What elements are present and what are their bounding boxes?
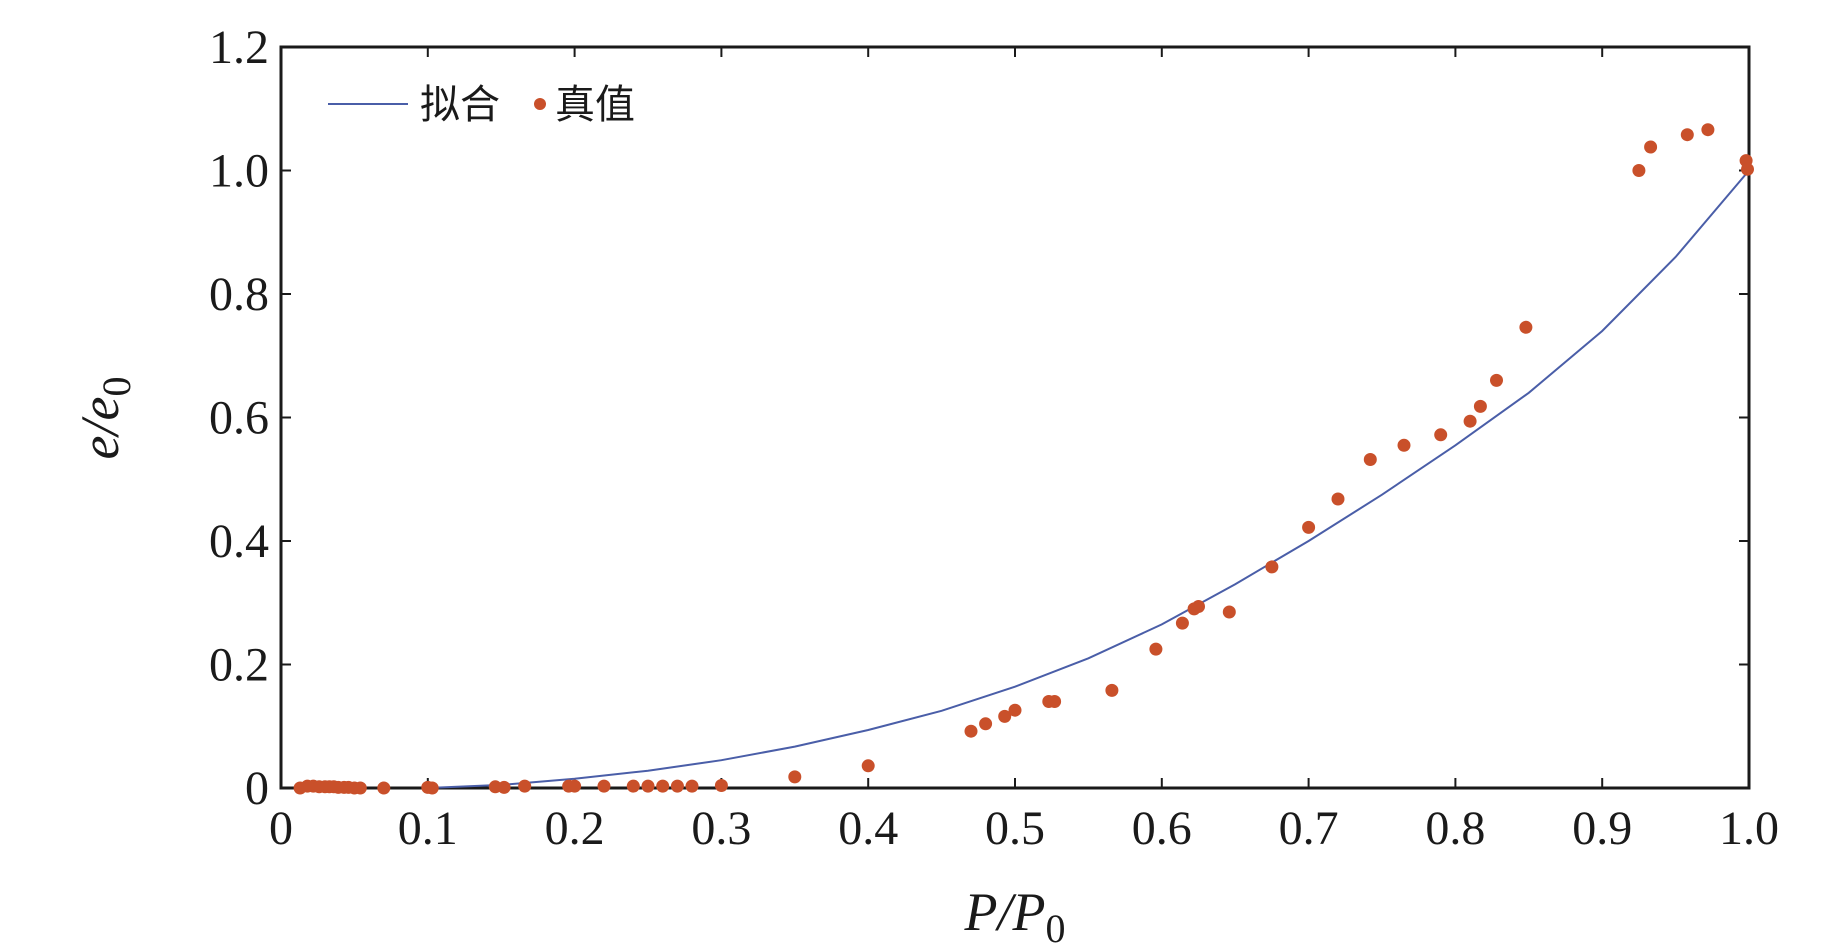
true-point xyxy=(1701,123,1715,137)
true-point xyxy=(1463,414,1477,428)
true-point xyxy=(597,779,611,793)
true-point xyxy=(353,781,367,795)
true-point xyxy=(656,779,670,793)
true-point xyxy=(714,779,728,792)
x-tick-label: 0.5 xyxy=(985,802,1045,855)
true-point xyxy=(1680,128,1694,142)
x-tick-label: 0.6 xyxy=(1132,802,1192,855)
fit-line xyxy=(427,169,1750,789)
y-axis-title-group: e/e0 xyxy=(70,377,139,460)
true-point xyxy=(1048,695,1062,708)
x-tick-label: 0.9 xyxy=(1572,802,1632,855)
x-tick-label: 0.4 xyxy=(838,802,898,855)
x-tick-label: 0.1 xyxy=(398,802,458,855)
true-point xyxy=(1434,428,1448,442)
legend-true-label: 真值 xyxy=(555,82,635,128)
true-point xyxy=(626,779,640,793)
true-point xyxy=(1741,162,1754,176)
x-tick-label: 0.8 xyxy=(1425,802,1485,855)
x-axis-title-main: P/P xyxy=(964,882,1046,942)
true-point xyxy=(641,779,655,793)
y-tick-label: 0.6 xyxy=(209,392,269,445)
true-point xyxy=(1105,683,1119,697)
y-tick-label: 0.4 xyxy=(209,515,269,568)
true-point xyxy=(1519,320,1533,334)
y-tick-label: 1.2 xyxy=(209,21,269,74)
legend-true-swatch xyxy=(534,98,546,110)
true-point xyxy=(979,717,993,731)
plot-frame xyxy=(279,45,1751,790)
true-point xyxy=(1265,560,1279,574)
true-point xyxy=(1149,642,1163,656)
y-tick-label: 0.2 xyxy=(209,639,269,692)
true-point xyxy=(1363,453,1377,466)
x-tick-label: 0.3 xyxy=(691,802,751,855)
true-point xyxy=(1192,600,1205,613)
true-point xyxy=(1397,438,1411,452)
x-tick-label: 0.2 xyxy=(545,802,605,855)
x-axis-title-sub: 0 xyxy=(1045,906,1065,945)
true-point xyxy=(964,724,978,738)
true-point xyxy=(788,770,802,784)
x-tick-label: 0 xyxy=(269,802,293,855)
y-tick-label: 0 xyxy=(245,762,269,815)
fit-series xyxy=(427,169,1750,789)
true-point xyxy=(1175,616,1189,630)
x-axis-title: P/P0 xyxy=(964,882,1066,945)
x-tick-label: 1.0 xyxy=(1719,802,1779,855)
y-tick-label: 1.0 xyxy=(209,145,269,198)
true-point xyxy=(1490,373,1503,387)
legend: 拟合 真值 xyxy=(328,82,635,128)
true-point xyxy=(1331,492,1345,506)
true-point xyxy=(998,709,1012,723)
y-axis-title-sub: 0 xyxy=(94,377,139,397)
true-point xyxy=(1644,140,1658,154)
legend-fit-label: 拟合 xyxy=(420,82,500,128)
y-axis-title-main: e/e xyxy=(70,397,130,460)
true-point xyxy=(861,759,875,773)
y-tick-label: 0.8 xyxy=(209,268,269,321)
true-point xyxy=(1008,703,1022,717)
true-series xyxy=(293,123,1754,795)
y-axis-title: e/e0 xyxy=(70,377,139,460)
true-point xyxy=(518,779,532,793)
true-point xyxy=(1302,520,1316,534)
true-point xyxy=(1632,164,1646,177)
true-point xyxy=(1473,399,1487,413)
x-tick-label: 0.7 xyxy=(1279,802,1339,855)
true-point xyxy=(497,780,511,794)
y-axis-ticks: 0 0.2 0.4 0.6 0.8 1.0 1.2 xyxy=(209,21,1749,815)
true-point xyxy=(377,781,391,795)
x-axis-ticks: 0 0.1 0.2 0.3 0.4 0.5 0.6 0.7 0.8 0.9 1.0 xyxy=(269,47,1779,855)
true-point xyxy=(670,779,684,793)
true-point xyxy=(425,781,439,795)
true-point xyxy=(568,779,582,793)
true-point xyxy=(1222,605,1236,619)
true-point xyxy=(685,779,699,793)
